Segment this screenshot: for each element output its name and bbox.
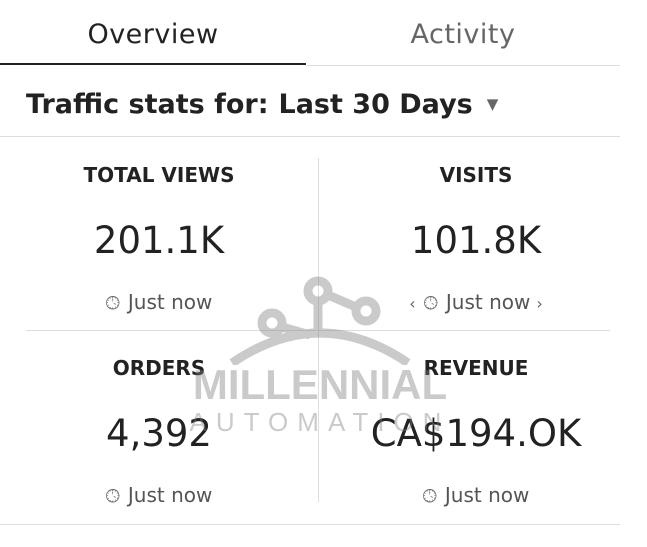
clock-icon: 🕓︎ (422, 486, 437, 507)
tab-bar-divider (306, 65, 620, 66)
stat-updated-text: Just now (127, 290, 213, 314)
caret-down-icon: ▼ (486, 95, 499, 113)
stat-updated: ‹ 🕓︎ Just now › (336, 288, 616, 316)
stat-card-orders: ORDERS 4,392 🕓︎ Just now (19, 355, 299, 509)
stat-label: REVENUE (423, 356, 529, 380)
date-range-selector[interactable]: Traffic stats for: Last 30 Days ▼ (26, 82, 498, 126)
stat-card-total-views: TOTAL VIEWS 201.1K 🕓︎ Just now (19, 162, 299, 316)
clock-icon: 🕓︎ (105, 293, 120, 314)
tab-bar: Overview Activity (0, 0, 620, 68)
active-tab-indicator (0, 63, 306, 65)
stat-card-revenue: REVENUE CA$194.OK 🕓︎ Just now (336, 355, 616, 509)
stat-label: TOTAL VIEWS (83, 163, 235, 187)
stat-updated-text: Just now (444, 483, 530, 507)
clock-icon: 🕓︎ (105, 486, 120, 507)
stat-updated: 🕓︎ Just now (19, 288, 299, 316)
tab-overview[interactable]: Overview (87, 18, 219, 50)
chevron-right-icon[interactable]: › (536, 294, 543, 313)
stat-updated: 🕓︎ Just now (336, 481, 616, 509)
date-range-value: Last 30 Days (278, 88, 473, 120)
chevron-left-icon[interactable]: ‹ (409, 294, 416, 313)
traffic-stats-prefix: Traffic stats for: (26, 88, 269, 120)
stat-updated-text: Just now (127, 483, 213, 507)
grid-horizontal-divider (26, 330, 610, 331)
stat-value: 4,392 (106, 412, 212, 455)
section-divider (0, 136, 620, 137)
stat-value: CA$194.OK (370, 412, 582, 455)
stat-value: 101.8K (410, 219, 542, 262)
stat-label: ORDERS (112, 356, 206, 380)
stat-updated: 🕓︎ Just now (19, 481, 299, 509)
stat-label: VISITS (439, 163, 513, 187)
clock-icon: 🕓︎ (423, 293, 438, 314)
stat-updated-text: Just now (445, 290, 531, 314)
stat-card-visits: VISITS 101.8K ‹ 🕓︎ Just now › (336, 162, 616, 316)
bottom-divider (0, 524, 620, 525)
tab-activity[interactable]: Activity (410, 18, 516, 50)
stat-value: 201.1K (93, 219, 225, 262)
